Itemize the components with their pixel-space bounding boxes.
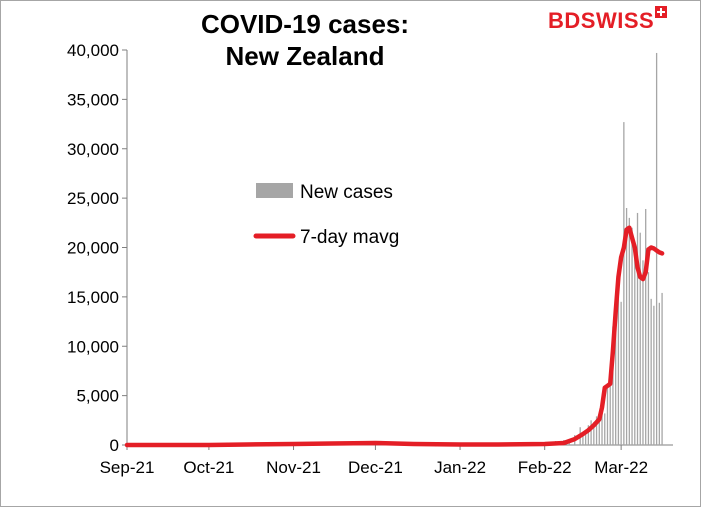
chart-title-line-1: COVID-19 cases:	[200, 9, 410, 39]
new-cases-bar	[601, 410, 603, 445]
logo-text-bd: BD	[548, 8, 581, 33]
mavg-line-group	[124, 225, 665, 448]
x-tick-label: Nov-21	[266, 458, 321, 477]
new-cases-bar	[650, 298, 652, 445]
chart-title: COVID-19 cases: New Zealand	[150, 8, 460, 72]
y-tick-label: 15,000	[67, 288, 119, 307]
new-cases-bar	[617, 296, 620, 445]
new-cases-bar	[598, 421, 600, 445]
new-cases-bar	[647, 272, 650, 445]
new-cases-bar	[587, 425, 590, 445]
new-cases-bar	[584, 430, 587, 445]
new-cases-bar	[661, 292, 663, 445]
new-cases-bar	[634, 257, 636, 445]
new-cases-bar	[609, 376, 611, 445]
legend-label-new-cases: New cases	[300, 182, 393, 203]
new-cases-bar	[628, 217, 630, 445]
new-cases-bar	[615, 311, 617, 445]
axes: 0 5,000 10,000 15,000 20,000 25,000 30,000 35,0…	[67, 41, 673, 477]
new-cases-bar	[604, 413, 606, 445]
y-tick-label: 40,000	[67, 41, 119, 60]
new-cases-bar	[645, 208, 647, 445]
x-tick-label: Oct-21	[183, 458, 234, 477]
x-tick-label: Feb-22	[518, 458, 572, 477]
new-cases-bar	[593, 422, 595, 445]
new-cases-bar	[623, 122, 625, 446]
mavg-line	[124, 225, 665, 448]
y-tick-label: 25,000	[67, 189, 119, 208]
new-cases-bar	[653, 305, 655, 445]
x-tick-label: Jan-22	[434, 458, 486, 477]
new-cases-bar	[590, 420, 592, 445]
legend-swatch-new-cases	[256, 183, 293, 198]
bdswiss-logo: BDSWISS	[548, 6, 668, 34]
new-cases-bar	[620, 301, 622, 445]
y-tick-label: 10,000	[67, 337, 119, 356]
x-tick-label: Dec-21	[348, 458, 403, 477]
x-tick-label: Sep-21	[100, 458, 155, 477]
new-cases-bar	[642, 260, 644, 445]
swiss-cross-icon	[655, 6, 668, 18]
new-cases-bar	[639, 232, 641, 445]
y-tick-label: 30,000	[67, 140, 119, 159]
new-cases-bar	[658, 302, 660, 445]
new-cases-bar	[612, 326, 614, 445]
new-cases-bar	[606, 384, 609, 445]
legend-label-mavg: 7-day mavg	[300, 227, 399, 248]
new-cases-bar	[631, 227, 633, 445]
y-tick-label: 35,000	[67, 90, 119, 109]
new-cases-bar	[636, 212, 639, 445]
y-tick-label: 20,000	[67, 239, 119, 258]
new-cases-bar	[625, 208, 628, 445]
x-tick-label: Mar-22	[594, 458, 648, 477]
chart-title-line-2: New Zealand	[225, 41, 385, 71]
y-tick-label: 0	[110, 436, 119, 455]
logo-text-swiss: SWISS	[580, 8, 655, 33]
y-tick-label: 5,000	[76, 387, 119, 406]
new-cases-bar	[582, 433, 584, 445]
legend: New cases 7-day mavg	[253, 182, 399, 248]
new-cases-bar	[595, 416, 598, 445]
